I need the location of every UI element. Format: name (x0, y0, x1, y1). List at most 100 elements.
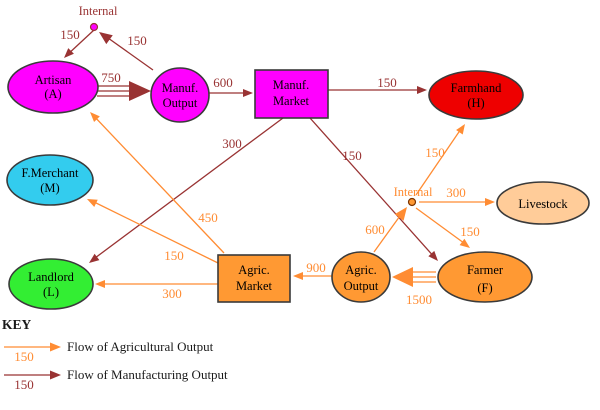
flow-value: 150 (425, 145, 445, 160)
flow-value: 1500 (406, 292, 432, 307)
arrowhead (293, 272, 303, 280)
manuf-market-shape (254, 69, 329, 119)
farmer-shape (437, 251, 533, 303)
flow-manuf-market-to-landlord (89, 117, 284, 263)
agric-output-label-1: Agric. (345, 263, 377, 277)
arrowhead (50, 342, 61, 352)
node-agric-market: Agric. Market (217, 254, 291, 303)
node-manuf-market: Manuf. Market (254, 69, 329, 119)
landlord-label: Landlord (28, 270, 75, 284)
arrowhead (99, 32, 113, 45)
farmer-label: Farmer (467, 263, 504, 277)
manuf-output-label-1: Manuf. (162, 81, 198, 95)
flow-agric-market-to-artisan (90, 112, 225, 254)
arrowhead (456, 124, 465, 135)
flow-line (309, 117, 437, 260)
arrowhead (50, 370, 61, 380)
node-farmer: Farmer (F) (437, 251, 533, 303)
artisan-code: (A) (44, 87, 61, 101)
flow-line (91, 113, 225, 254)
flow-internal-right-to-livestock (419, 198, 495, 206)
node-livestock: Livestock (496, 181, 590, 225)
flow-agric-market-to-landlord (95, 280, 218, 288)
flow-value: 600 (365, 222, 385, 237)
manuf-output-label-2: Output (163, 96, 198, 110)
arrowhead (87, 199, 98, 207)
node-farmhand: Farmhand (H) (428, 70, 524, 120)
arrowhead (417, 86, 427, 94)
node-agric-output: Agric. Output (331, 251, 391, 303)
flow-manuf-market-to-farmer (309, 117, 438, 261)
arrowhead (485, 198, 495, 206)
f-merchant-shape (6, 154, 94, 206)
flow-value: 150 (164, 248, 184, 263)
flow-internal-top-to-artisan (64, 29, 95, 58)
arrowhead (64, 48, 74, 58)
key-entry-agricultural: 150 Flow of Agricultural Output (4, 339, 214, 364)
agric-market-label-1: Agric. (238, 263, 270, 277)
livestock-label: Livestock (518, 197, 568, 211)
flow-line (415, 207, 469, 247)
flow-line (89, 199, 219, 264)
arrowhead (459, 238, 470, 248)
f-merchant-label: F.Merchant (22, 166, 79, 180)
farmhand-code: (H) (467, 96, 484, 110)
flow-value: 300 (222, 136, 242, 151)
flow-line (90, 117, 284, 262)
key-title: KEY (2, 317, 32, 332)
flow-agric-output-to-internal-right (373, 207, 407, 253)
arrowhead (95, 280, 105, 288)
agric-market-shape (217, 254, 291, 303)
node-manuf-output: Manuf. Output (150, 67, 210, 123)
arrowhead (428, 250, 438, 261)
arrowhead (394, 207, 407, 221)
manuf-output-shape (150, 67, 210, 123)
flow-value: 300 (446, 185, 466, 200)
flow-manuf-output-to-manuf-market (209, 89, 253, 97)
arrowhead-large (129, 81, 151, 101)
key-legend: KEY 150 Flow of Agricultural Output 150 … (2, 317, 228, 392)
flow-manuf-output-to-internal-top (99, 32, 154, 71)
internal-right-label: Internal (394, 185, 433, 199)
flow-value: 450 (198, 210, 218, 225)
node-f-merchant: F.Merchant (M) (6, 154, 94, 206)
flow-artisan-to-manuf-output-thick (97, 81, 151, 101)
flow-value: 150 (377, 75, 397, 90)
flow-value: 600 (213, 75, 233, 90)
flow-value: 750 (101, 70, 121, 85)
manuf-market-label-2: Market (273, 94, 310, 108)
node-artisan: Artisan (A) (7, 60, 99, 114)
arrowhead (243, 89, 253, 97)
node-landlord: Landlord (L) (8, 258, 94, 310)
key-sample-value: 150 (14, 377, 34, 392)
landlord-code: (L) (43, 285, 59, 299)
f-merchant-code: (M) (40, 181, 59, 195)
internal-top-label: Internal (79, 4, 118, 18)
agric-output-shape (331, 251, 391, 303)
flow-agric-output-to-agric-market (293, 272, 332, 280)
agric-market-label-2: Market (236, 279, 273, 293)
flow-value: 150 (127, 33, 147, 48)
artisan-label: Artisan (35, 73, 73, 87)
flow-value: 150 (460, 224, 480, 239)
key-entry-label: Flow of Manufacturing Output (67, 367, 228, 382)
flow-value: 900 (306, 260, 326, 275)
manuf-market-label-1: Manuf. (273, 78, 309, 92)
internal-top-dot (89, 22, 99, 32)
key-entry-label: Flow of Agricultural Output (67, 339, 214, 354)
farmer-code: (F) (477, 281, 492, 295)
agric-output-label-2: Output (344, 279, 379, 293)
flow-manuf-market-to-farmhand (328, 86, 427, 94)
node-internal-right: Internal (394, 185, 433, 207)
node-internal-top: Internal (79, 4, 118, 32)
key-sample-value: 150 (14, 349, 34, 364)
farmhand-label: Farmhand (451, 81, 502, 95)
flow-internal-right-to-farmhand (415, 124, 465, 196)
flow-value: 300 (162, 286, 182, 301)
arrowhead-large (392, 267, 413, 287)
farmhand-shape (428, 70, 524, 120)
artisan-shape (7, 60, 99, 114)
flow-farmer-to-agric-output-thick (392, 267, 436, 287)
landlord-shape (8, 258, 94, 310)
